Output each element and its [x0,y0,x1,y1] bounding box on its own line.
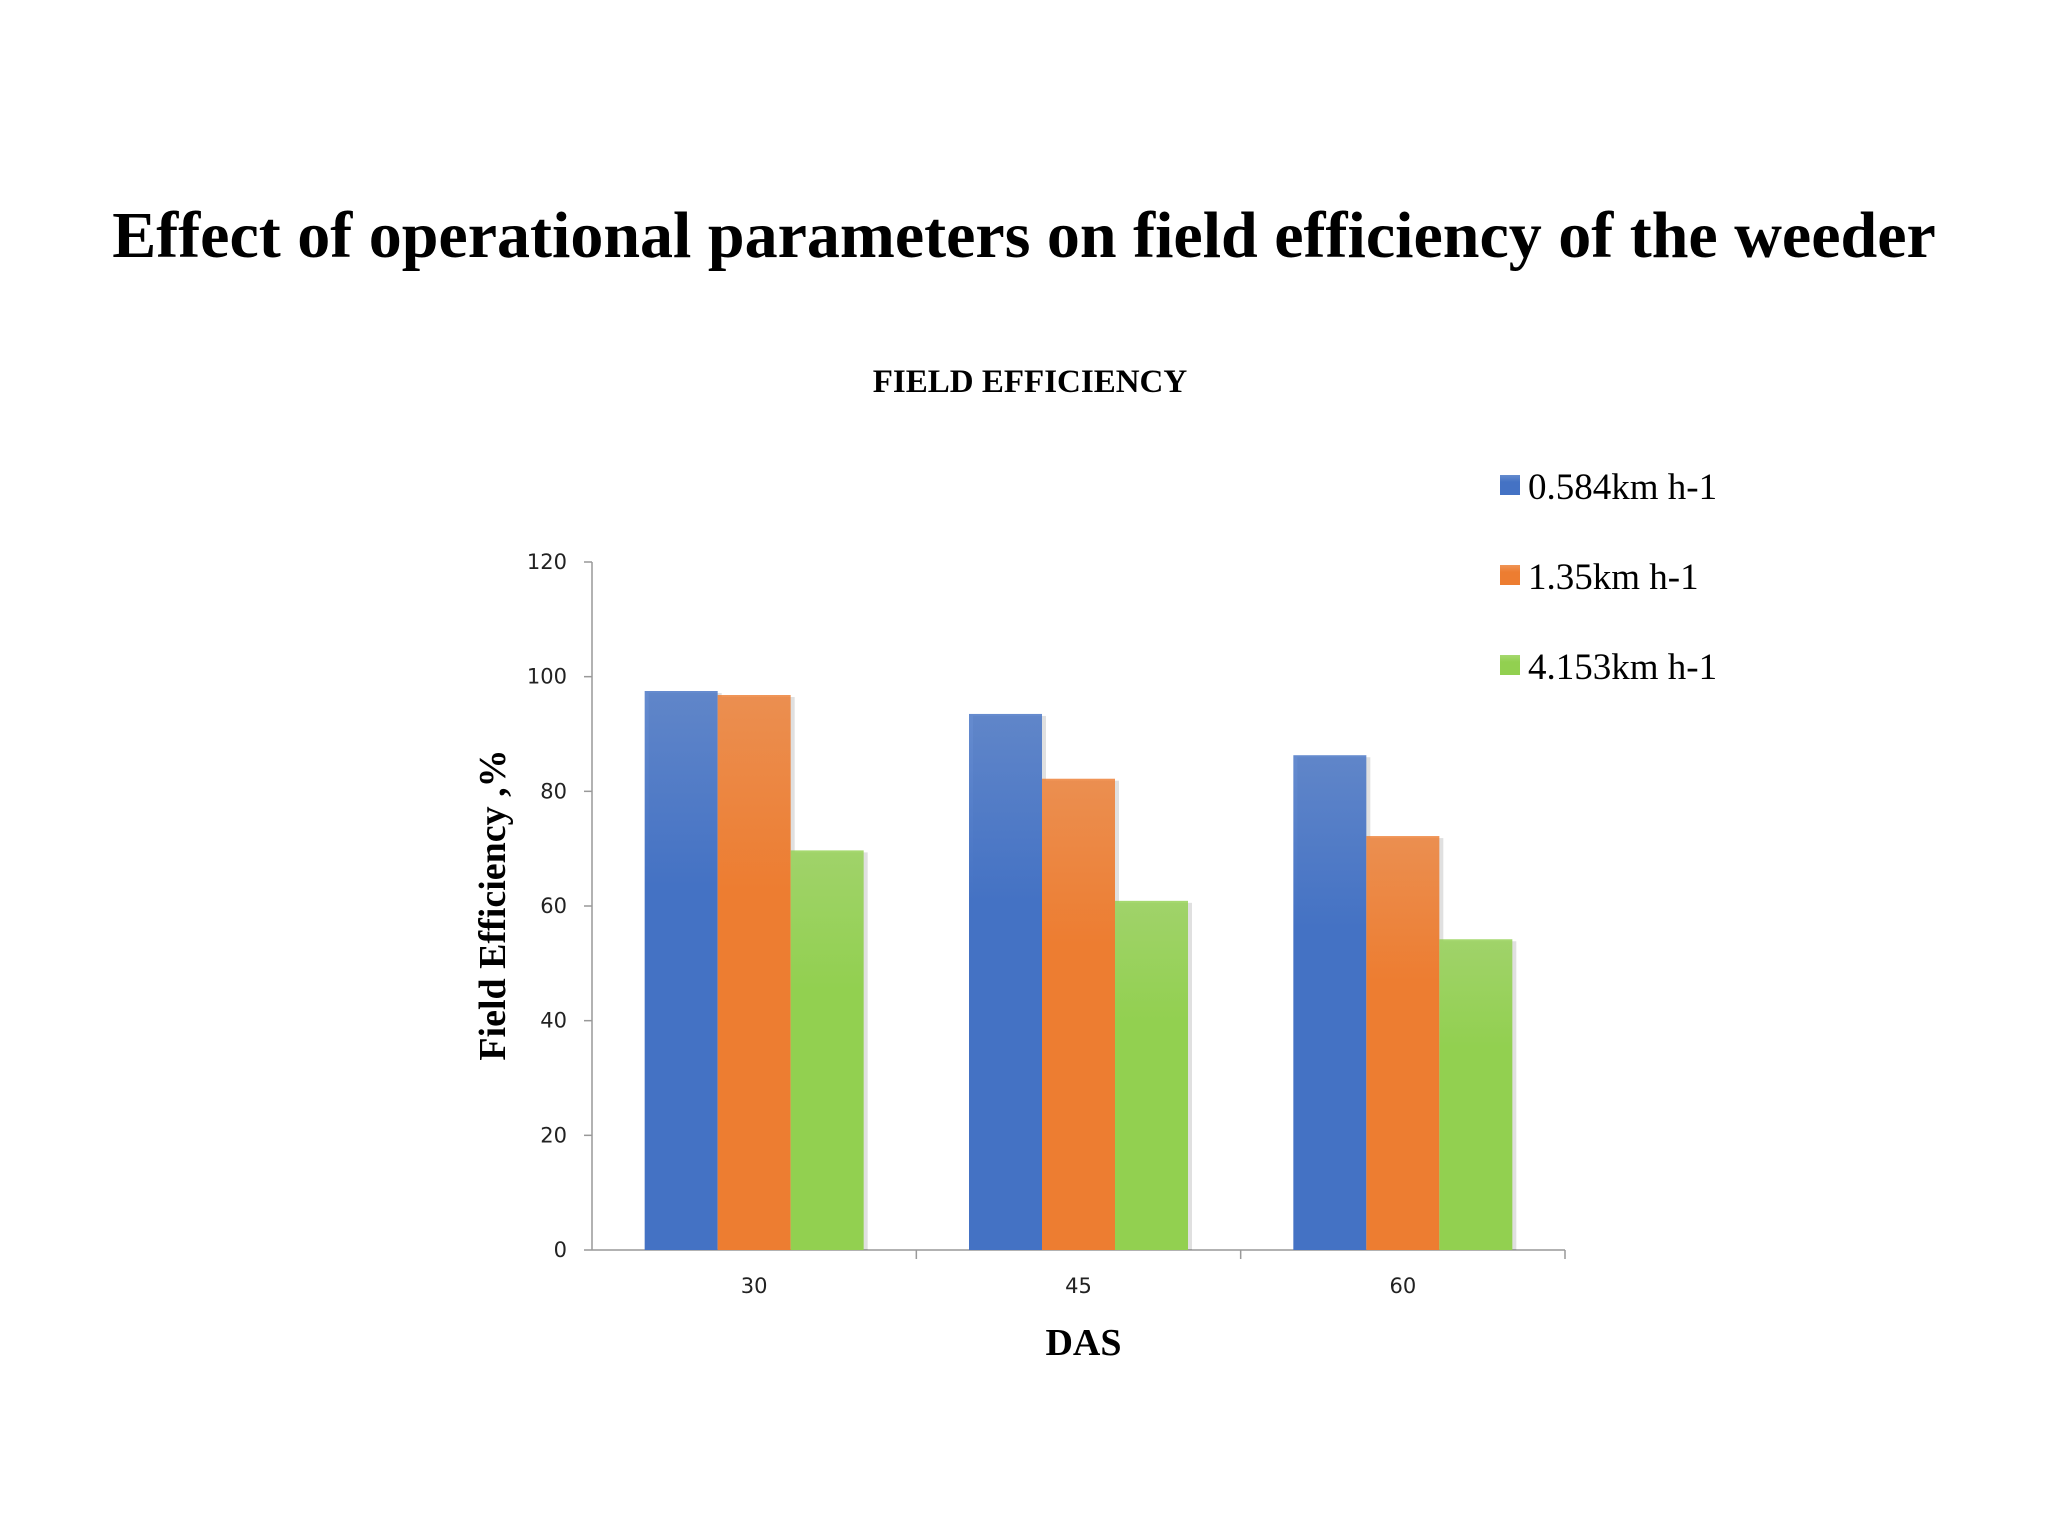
y-axis-label: Field Efficiency ,% [472,749,514,1060]
y-tick-label: 40 [540,1009,567,1033]
x-tick-label: 60 [1389,1274,1416,1298]
y-tick-label: 60 [540,894,567,918]
y-tick-label: 80 [540,779,567,803]
bar [1366,836,1440,1250]
legend-swatch [1500,655,1520,675]
x-tick-label: 30 [741,1274,768,1298]
bar [1293,755,1367,1250]
bar [1042,778,1115,1250]
chart-title: FIELD EFFICIENCY [873,364,1188,400]
bar [717,695,791,1250]
bar [969,713,1042,1250]
bar [1439,939,1513,1250]
legend: 0.584km h-1 1.35km h-1 4.153km h-1 [1500,467,1717,688]
y-tick-label: 0 [554,1238,567,1262]
legend-label: 1.35km h-1 [1528,557,1699,598]
y-tick-label: 100 [527,665,567,689]
y-tick-label: 120 [527,550,567,574]
legend-swatch [1500,475,1520,495]
bar [644,691,718,1250]
x-axis-label: DAS [1045,1322,1121,1364]
bar [1115,900,1188,1250]
y-tick-label: 20 [540,1123,567,1147]
plot-area: 0 20 40 60 80 100 120 30 45 60 DAS Field Efficiency… [472,550,1566,1364]
slide-title: Effect of operational parameters on fiel… [112,199,1936,272]
legend-label: 4.153km h-1 [1528,647,1717,688]
legend-label: 0.584km h-1 [1528,467,1717,508]
legend-swatch [1500,565,1520,585]
bar [790,850,864,1250]
x-tick-label: 45 [1065,1274,1092,1298]
